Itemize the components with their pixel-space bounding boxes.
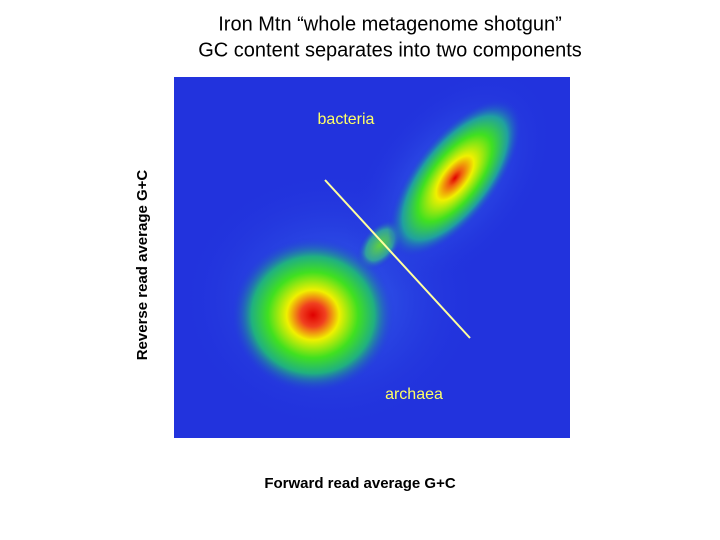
density-blob [231, 237, 395, 393]
y-axis-label: Reverse read average G+C [134, 170, 151, 361]
heatmap [174, 77, 570, 438]
title-line: Iron Mtn “whole metagenome shotgun” [218, 13, 562, 35]
separator-line [324, 179, 471, 339]
x-axis-label: Forward read average G+C [264, 475, 455, 492]
annotation: bacteria [318, 111, 375, 128]
title-line: GC content separates into two components [198, 39, 582, 61]
annotation: archaea [385, 386, 443, 403]
density-blob [387, 98, 523, 258]
